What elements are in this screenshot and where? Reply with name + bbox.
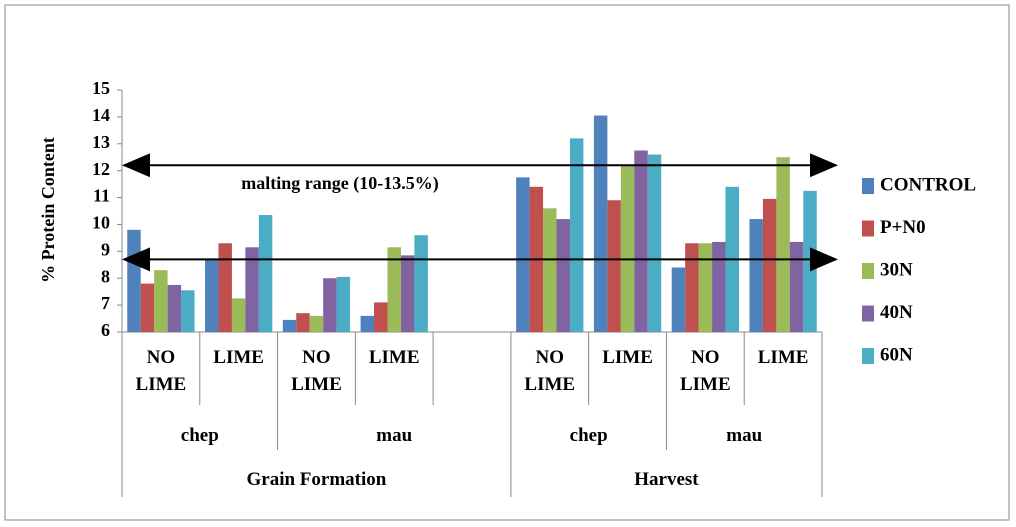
- bar: [205, 259, 219, 332]
- x-tick-label: NO LIME: [524, 347, 576, 395]
- bar: [336, 276, 351, 332]
- y-tick-label: 8: [101, 266, 110, 286]
- bar: [231, 298, 246, 332]
- y-tick-label: 12: [92, 159, 110, 179]
- bar: [258, 215, 273, 332]
- group-label: mau: [726, 425, 763, 446]
- y-tick-label: 13: [92, 132, 110, 152]
- group-label: chep: [569, 425, 608, 446]
- stage-label: Harvest: [634, 469, 699, 490]
- bar: [374, 302, 388, 332]
- bar: [127, 229, 141, 332]
- y-tick-label: 9: [101, 239, 110, 259]
- x-tick-label: NO LIME: [291, 347, 342, 395]
- bar: [360, 315, 375, 332]
- x-tick-label: LIME: [213, 347, 264, 368]
- y-tick-label: 6: [101, 320, 110, 340]
- stage-label: Grain Formation: [246, 469, 387, 490]
- bar: [712, 241, 726, 332]
- legend-label: 60N: [880, 344, 913, 365]
- bar: [309, 315, 324, 332]
- bar: [607, 200, 621, 332]
- x-tick-label: LIME: [602, 347, 653, 368]
- bar: [296, 313, 310, 332]
- y-axis-title: % Protein Content: [38, 137, 58, 283]
- bar: [620, 165, 635, 332]
- legend-swatch: [862, 263, 874, 279]
- bar: [218, 243, 232, 332]
- y-tick-label: 7: [101, 293, 110, 313]
- bar: [671, 267, 686, 332]
- legend-swatch: [862, 348, 874, 364]
- y-tick-label: 10: [92, 213, 110, 233]
- legend-swatch: [862, 178, 874, 194]
- bar: [762, 198, 777, 332]
- bar: [282, 319, 297, 332]
- bar: [789, 241, 804, 332]
- y-tick-label: 11: [93, 186, 110, 206]
- bar: [414, 235, 428, 332]
- bar: [556, 219, 570, 332]
- legend-label: 30N: [880, 259, 913, 280]
- bar: [516, 177, 530, 332]
- annotation: malting range (10-13.5%): [241, 173, 438, 194]
- group-label: mau: [376, 425, 413, 446]
- x-tick-label: LIME: [757, 347, 809, 368]
- bar: [400, 255, 415, 332]
- bar: [323, 278, 337, 332]
- bar: [749, 219, 763, 332]
- bar: [181, 290, 195, 332]
- bar: [593, 115, 608, 333]
- x-tick-label: NO LIME: [135, 347, 187, 395]
- y-tick-label: 14: [92, 105, 110, 125]
- bar: [776, 157, 790, 332]
- legend-label: P+N0: [880, 217, 926, 238]
- bar: [569, 138, 584, 332]
- legend-swatch: [862, 220, 874, 237]
- bar: [140, 283, 155, 332]
- x-tick-label: NO LIME: [679, 347, 731, 395]
- legend-swatch: [862, 305, 874, 322]
- x-tick-label: LIME: [368, 347, 420, 368]
- bar: [647, 154, 662, 332]
- bar: [543, 208, 557, 332]
- bar: [685, 243, 699, 332]
- bar: [154, 270, 168, 332]
- group-label: chep: [180, 425, 219, 446]
- bar: [803, 190, 817, 332]
- bar: [634, 150, 648, 332]
- legend-label: CONTROL: [880, 174, 976, 195]
- bar: [167, 284, 182, 332]
- y-tick-label: 15: [92, 78, 110, 98]
- bar: [698, 243, 713, 332]
- legend-label: 40N: [880, 302, 913, 323]
